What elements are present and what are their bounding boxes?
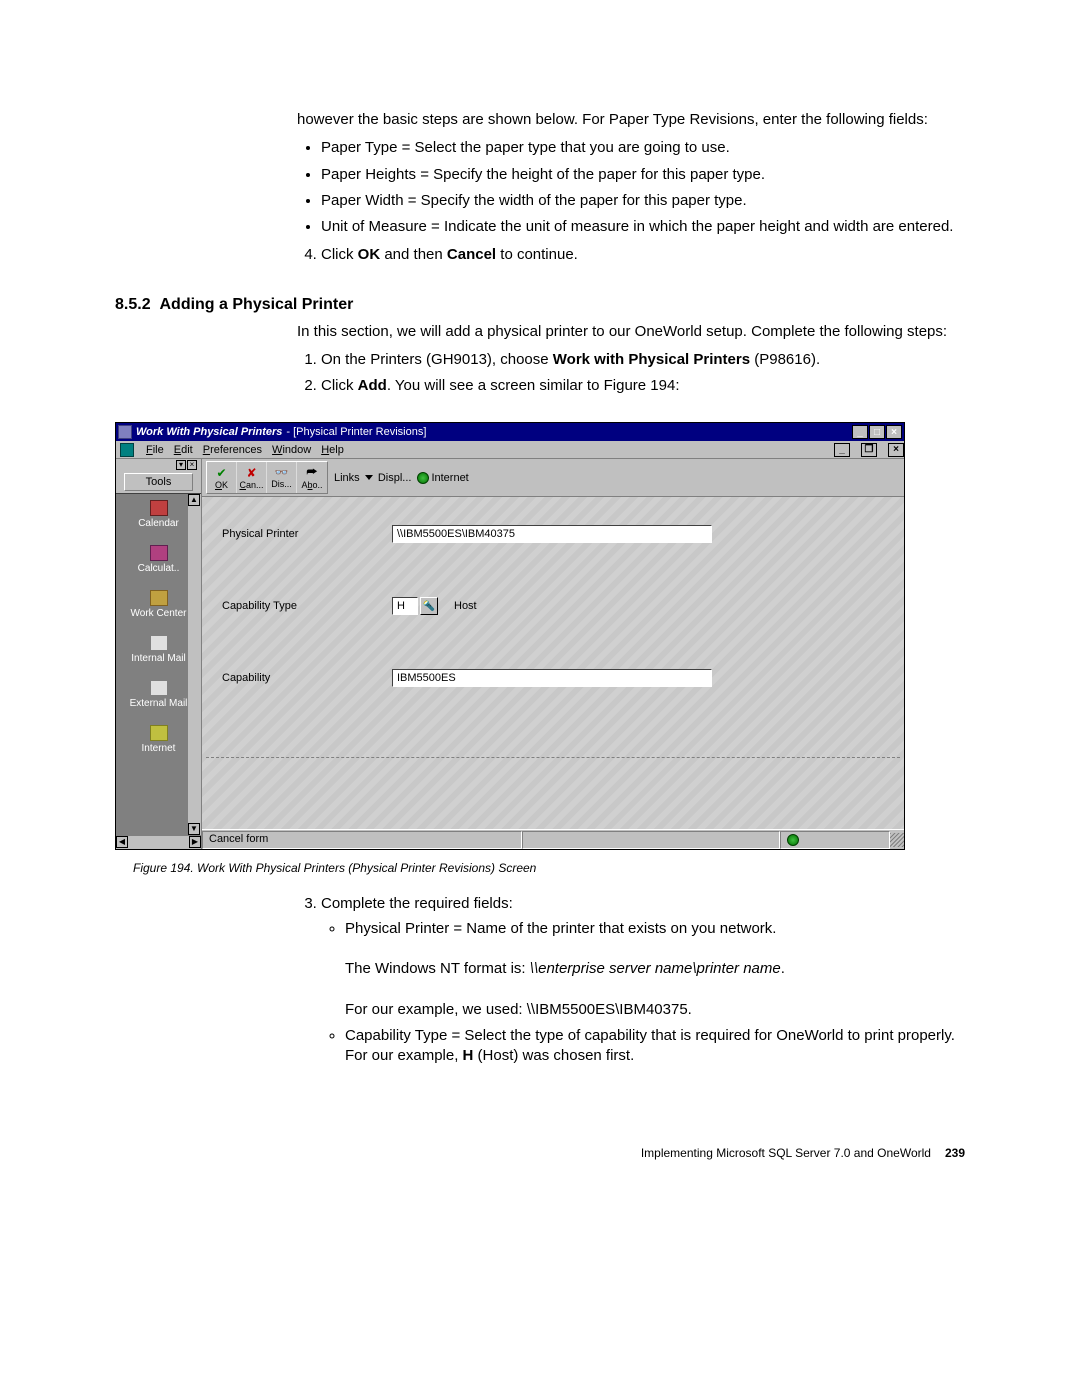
dock-hscrollbar[interactable]: ◀ ▶ — [116, 835, 201, 849]
section-heading: 8.5.2 Adding a Physical Printer — [115, 296, 965, 314]
menu-edit[interactable]: Edit — [174, 444, 193, 456]
capability-type-label: Capability Type — [222, 600, 392, 612]
app-icon — [118, 425, 132, 439]
toolbar: ✔ OK ✘ Can... 👓 Dis... ⮫ — [202, 459, 904, 497]
menu-file[interactable]: File — [146, 444, 164, 456]
cancel-button[interactable]: ✘ Can... — [237, 462, 267, 493]
external-mail-icon — [150, 680, 168, 696]
bullet-capability-type: Capability Type = Select the type of cap… — [345, 1026, 965, 1067]
mdi-close-button[interactable]: × — [888, 443, 904, 457]
calculator-icon — [150, 545, 168, 561]
calendar-icon — [150, 500, 168, 516]
figure-caption: Figure 194. Work With Physical Printers … — [133, 860, 965, 876]
menubar: File Edit Preferences Window Help _ ❐ × — [116, 441, 904, 459]
status-text: Cancel form — [202, 831, 522, 849]
work-center-icon — [150, 590, 168, 606]
section-intro: In this section, we will add a physical … — [297, 322, 965, 342]
status-empty — [522, 831, 780, 849]
capability-input[interactable] — [392, 669, 712, 687]
step-3: Complete the required fields: Physical P… — [321, 894, 965, 1066]
globe-icon — [417, 472, 429, 484]
mdi-minimize-button[interactable]: _ — [834, 443, 850, 457]
dock-vscrollbar[interactable]: ▲ ▼ — [187, 494, 201, 835]
bullet-physical-printer: Physical Printer = Name of the printer t… — [345, 919, 965, 1020]
page-footer: Implementing Microsoft SQL Server 7.0 an… — [115, 1146, 965, 1160]
step-4: Click OK and then Cancel to continue. — [321, 245, 965, 265]
scroll-down-button[interactable]: ▼ — [188, 823, 200, 835]
x-icon: ✘ — [246, 466, 256, 480]
dock-list: ▲ ▼ Calendar Calculat.. Work Center — [116, 493, 201, 835]
capability-type-input[interactable] — [392, 597, 418, 615]
scroll-right-button[interactable]: ▶ — [189, 836, 201, 848]
step-2: Click Add. You will see a screen similar… — [321, 376, 965, 396]
mdi-icon — [120, 443, 134, 457]
menu-window[interactable]: Window — [272, 444, 311, 456]
internal-mail-icon — [150, 635, 168, 651]
resize-grip[interactable] — [890, 833, 904, 847]
status-globe-icon — [787, 834, 799, 846]
glasses-icon: 👓 — [275, 466, 289, 479]
intro-text: however the basic steps are shown below.… — [297, 110, 965, 130]
window-title: Work With Physical Printers — [136, 426, 282, 438]
internet-icon — [150, 725, 168, 741]
paper-fields-list: Paper Type = Select the paper type that … — [297, 138, 965, 237]
close-button[interactable]: × — [886, 425, 902, 439]
bullet-paper-type: Paper Type = Select the paper type that … — [321, 138, 965, 158]
dock-tools-tab[interactable]: Tools — [124, 473, 193, 491]
about-button[interactable]: ⮫ Abo.. — [297, 462, 327, 493]
bullet-unit-measure: Unit of Measure = Indicate the unit of m… — [321, 217, 965, 237]
minimize-button[interactable]: _ — [852, 425, 868, 439]
capability-type-description: Host — [454, 600, 477, 612]
ok-button[interactable]: ✔ OK — [207, 462, 237, 493]
bullet-paper-heights: Paper Heights = Specify the height of th… — [321, 165, 965, 185]
bullet-paper-width: Paper Width = Specify the width of the p… — [321, 191, 965, 211]
form-separator — [206, 757, 900, 758]
maximize-button[interactable]: □ — [869, 425, 885, 439]
statusbar: Cancel form — [202, 829, 904, 849]
titlebar: Work With Physical Printers - [Physical … — [116, 423, 904, 441]
sidebar-dock: ▾ × Tools ▲ ▼ Calendar Calculat.. — [116, 459, 202, 849]
check-icon: ✔ — [216, 466, 226, 480]
status-right — [780, 831, 890, 849]
window-subtitle: - [Physical Printer Revisions] — [286, 426, 426, 438]
menu-help[interactable]: Help — [321, 444, 344, 456]
step-1: On the Printers (GH9013), choose Work wi… — [321, 350, 965, 370]
dock-dropdown-button[interactable]: ▾ — [176, 460, 186, 470]
flashlight-icon: 🔦 — [423, 601, 435, 612]
scroll-left-button[interactable]: ◀ — [116, 836, 128, 848]
toolbar-internet-link[interactable]: Internet — [417, 472, 468, 484]
capability-label: Capability — [222, 672, 392, 684]
help-arrow-icon: ⮫ — [306, 465, 317, 480]
capability-type-assist-button[interactable]: 🔦 — [420, 597, 438, 615]
app-window: Work With Physical Printers - [Physical … — [115, 422, 905, 850]
chevron-down-icon — [365, 475, 373, 480]
dock-close-button[interactable]: × — [187, 460, 197, 470]
menu-preferences[interactable]: Preferences — [203, 444, 262, 456]
form-area: Physical Printer Capability Type 🔦 Host … — [202, 497, 904, 829]
display-errors-button[interactable]: 👓 Dis... — [267, 462, 297, 493]
toolbar-links-label[interactable]: Links Displ... — [334, 472, 411, 484]
mdi-restore-button[interactable]: ❐ — [861, 443, 877, 457]
scroll-up-button[interactable]: ▲ — [188, 494, 200, 506]
physical-printer-input[interactable] — [392, 525, 712, 543]
physical-printer-label: Physical Printer — [222, 528, 392, 540]
